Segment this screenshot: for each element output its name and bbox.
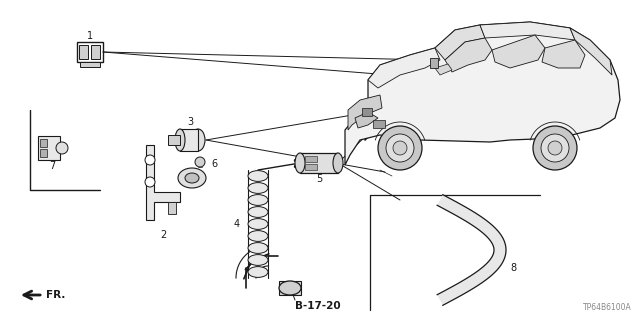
Bar: [80, 62, 100, 67]
Polygon shape: [355, 112, 378, 128]
Ellipse shape: [248, 195, 268, 205]
Text: FR.: FR.: [46, 290, 65, 300]
Text: TP64B6100A: TP64B6100A: [583, 303, 632, 312]
Polygon shape: [345, 22, 620, 165]
Ellipse shape: [248, 183, 268, 193]
Bar: [279, 281, 301, 295]
Text: 1: 1: [87, 31, 93, 41]
Text: 2: 2: [160, 230, 166, 240]
Polygon shape: [348, 95, 382, 130]
Bar: [79, 45, 88, 59]
Circle shape: [533, 126, 577, 170]
Bar: [77, 42, 103, 62]
Polygon shape: [146, 145, 180, 220]
Ellipse shape: [248, 171, 268, 181]
Polygon shape: [445, 38, 492, 72]
Circle shape: [56, 142, 68, 154]
Bar: [430, 58, 438, 68]
Text: 8: 8: [510, 263, 516, 273]
Polygon shape: [480, 22, 575, 40]
Bar: [91, 45, 100, 59]
Circle shape: [145, 177, 155, 187]
Circle shape: [378, 126, 422, 170]
Bar: [300, 153, 338, 173]
Ellipse shape: [248, 255, 268, 265]
Bar: [40, 149, 47, 157]
Bar: [168, 135, 180, 145]
Ellipse shape: [191, 129, 205, 151]
Bar: [305, 156, 317, 162]
Ellipse shape: [185, 173, 199, 183]
Circle shape: [548, 141, 562, 155]
Polygon shape: [437, 195, 506, 305]
Ellipse shape: [178, 168, 206, 188]
Polygon shape: [435, 25, 485, 60]
Polygon shape: [368, 48, 440, 88]
Bar: [373, 120, 385, 128]
Text: 4: 4: [234, 219, 240, 229]
Circle shape: [145, 155, 155, 165]
Text: B-17-20: B-17-20: [295, 301, 340, 311]
Bar: [362, 108, 372, 116]
Ellipse shape: [175, 129, 185, 151]
Text: 3: 3: [187, 117, 193, 127]
Ellipse shape: [279, 281, 301, 295]
Bar: [40, 139, 47, 147]
Ellipse shape: [248, 267, 268, 277]
Circle shape: [541, 134, 569, 162]
Ellipse shape: [248, 243, 268, 253]
Polygon shape: [570, 28, 612, 75]
Circle shape: [195, 157, 205, 167]
Circle shape: [393, 141, 407, 155]
Ellipse shape: [295, 153, 305, 173]
Bar: [305, 164, 317, 170]
Text: 6: 6: [211, 159, 217, 169]
Text: 7: 7: [49, 161, 55, 171]
Bar: [180, 129, 198, 151]
Ellipse shape: [248, 207, 268, 217]
Polygon shape: [435, 64, 452, 75]
Ellipse shape: [248, 219, 268, 229]
Bar: [38, 136, 60, 160]
Ellipse shape: [333, 153, 343, 173]
Bar: [168, 202, 176, 214]
Text: 5: 5: [316, 174, 322, 184]
Polygon shape: [542, 40, 585, 68]
Ellipse shape: [248, 231, 268, 241]
Polygon shape: [492, 35, 545, 68]
Circle shape: [386, 134, 414, 162]
